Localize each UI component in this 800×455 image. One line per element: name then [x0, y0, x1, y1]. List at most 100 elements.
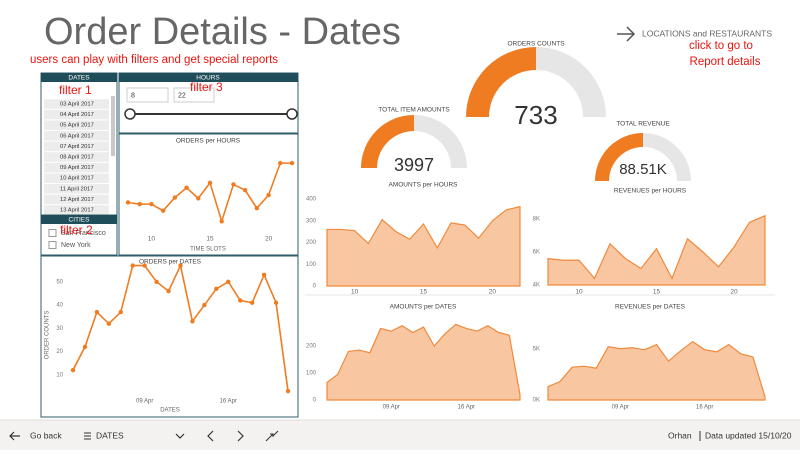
x-tick-label: 10 [351, 289, 359, 296]
slicer-item-label: 09 April 2017 [60, 165, 94, 171]
slicer-item-label: 08 April 2017 [60, 155, 94, 161]
slicer-item[interactable] [44, 141, 109, 152]
area [547, 214, 766, 286]
y-tick-label: 5K [533, 346, 540, 352]
pages-icon[interactable] [84, 432, 91, 440]
point [190, 319, 195, 324]
slicer-title: CITIES [69, 217, 91, 224]
range-input[interactable] [126, 87, 169, 103]
x-tick-label: 09 Apr [612, 405, 629, 411]
next-page[interactable] [237, 430, 244, 442]
slicer-item-label: 10 April 2017 [60, 176, 94, 182]
slicer-item-label: 07 April 2017 [60, 144, 94, 150]
point [266, 192, 271, 198]
checkbox[interactable] [48, 241, 57, 249]
y-tick-label: 200 [306, 240, 317, 246]
gauge-value: 3997 [394, 155, 434, 175]
annotation: users can play with filters and get spec… [30, 54, 278, 66]
chart-title: ORDERS per HOURS [176, 138, 241, 145]
x-tick-label: 15 [653, 289, 661, 296]
gauge-title: TOTAL ITEM AMOUNTS [378, 107, 450, 114]
x-axis-title: DATES [160, 408, 180, 414]
page-selector[interactable]: DATES [96, 430, 124, 440]
point [172, 195, 178, 200]
x-tick-label: 16 Apr [696, 405, 713, 411]
point [160, 208, 166, 213]
slicer-item[interactable] [44, 173, 109, 183]
slicer-item[interactable] [44, 120, 109, 130]
chart-title: REVENUES per DATES [615, 304, 686, 311]
gauge-value-arc [595, 133, 643, 181]
y-tick-label: 4K [533, 283, 540, 289]
x-tick-label: 20 [265, 236, 273, 243]
gauge-value-arc [361, 115, 414, 168]
slicer-item-label: 03 April 2017 [60, 102, 94, 108]
x-tick-label: 20 [730, 289, 738, 296]
line [72, 263, 289, 392]
slicer-item[interactable] [44, 162, 109, 173]
point [82, 344, 88, 350]
x-tick-label: 15 [420, 289, 428, 296]
x-tick-label: 16 Apr [458, 405, 475, 411]
y-tick-label: 300 [306, 218, 317, 224]
slicer-item-label: 12 April 2017 [60, 197, 94, 203]
gauge-value-arc [466, 47, 536, 117]
x-tick-label: 09 Apr [136, 399, 153, 405]
slicer-item-label: 11 April 2017 [60, 186, 93, 192]
back-icon[interactable] [9, 431, 20, 441]
slider-handle[interactable] [286, 108, 298, 120]
point [94, 309, 100, 315]
page-title: Order Details - Dates [44, 11, 401, 53]
filter-note: filter 3 [190, 80, 223, 94]
x-tick-label: 16 Apr [220, 399, 237, 405]
slicer-item[interactable] [44, 194, 109, 205]
slicer-title: DATES [68, 75, 90, 82]
nav-link[interactable]: LOCATIONS and RESTAURANTS [642, 28, 772, 38]
data-updated: Data updated 15/10/20 [705, 430, 792, 440]
collapse-icon[interactable] [265, 430, 279, 442]
slicer-item-label: 04 April 2017 [60, 112, 94, 118]
slicer-item[interactable] [44, 131, 109, 141]
y-tick-label: 100 [306, 262, 317, 268]
y-tick-label: 6K [533, 250, 540, 256]
point [196, 196, 201, 201]
slicer-item[interactable] [44, 184, 109, 194]
back-button[interactable]: Go back [30, 430, 62, 440]
arrow-icon[interactable] [617, 26, 636, 42]
slicer-title: HOURS [196, 75, 220, 82]
nav-note: click to go to [689, 40, 753, 52]
chart-title: REVENUES per HOURS [614, 188, 687, 195]
slicer-item[interactable] [44, 205, 109, 215]
slicer-item[interactable] [44, 152, 109, 162]
x-tick-label: 09 Apr [383, 405, 400, 411]
prev-page[interactable] [207, 430, 214, 442]
point [207, 180, 213, 185]
y-axis-title: ORDER COUNTS [45, 311, 51, 360]
point [178, 263, 183, 268]
filter-note: filter 2 [60, 223, 93, 237]
gauge-value: 733 [514, 100, 557, 130]
area [326, 323, 521, 401]
slider-handle[interactable] [124, 108, 136, 120]
checkbox[interactable] [48, 229, 57, 237]
point [142, 263, 147, 268]
line [127, 162, 292, 225]
scrollbar [111, 96, 115, 156]
x-axis-title: TIME SLOTS [190, 247, 226, 253]
dropdown-icon[interactable] [175, 433, 185, 439]
filter-note: filter 1 [59, 83, 92, 97]
gauge-value: 88.51K [619, 161, 667, 178]
point [273, 300, 279, 305]
point [184, 185, 189, 190]
x-tick-label: 10 [575, 289, 583, 296]
point [202, 302, 207, 308]
slicer-item-label: 13 April 2017 [60, 208, 94, 214]
slicer-box [118, 72, 299, 134]
slicer-item[interactable] [44, 99, 109, 109]
y-tick-label: 20 [56, 349, 63, 355]
city-label: San Francisco [61, 230, 106, 237]
range-input[interactable] [173, 87, 215, 103]
slicer-item[interactable] [44, 109, 109, 120]
